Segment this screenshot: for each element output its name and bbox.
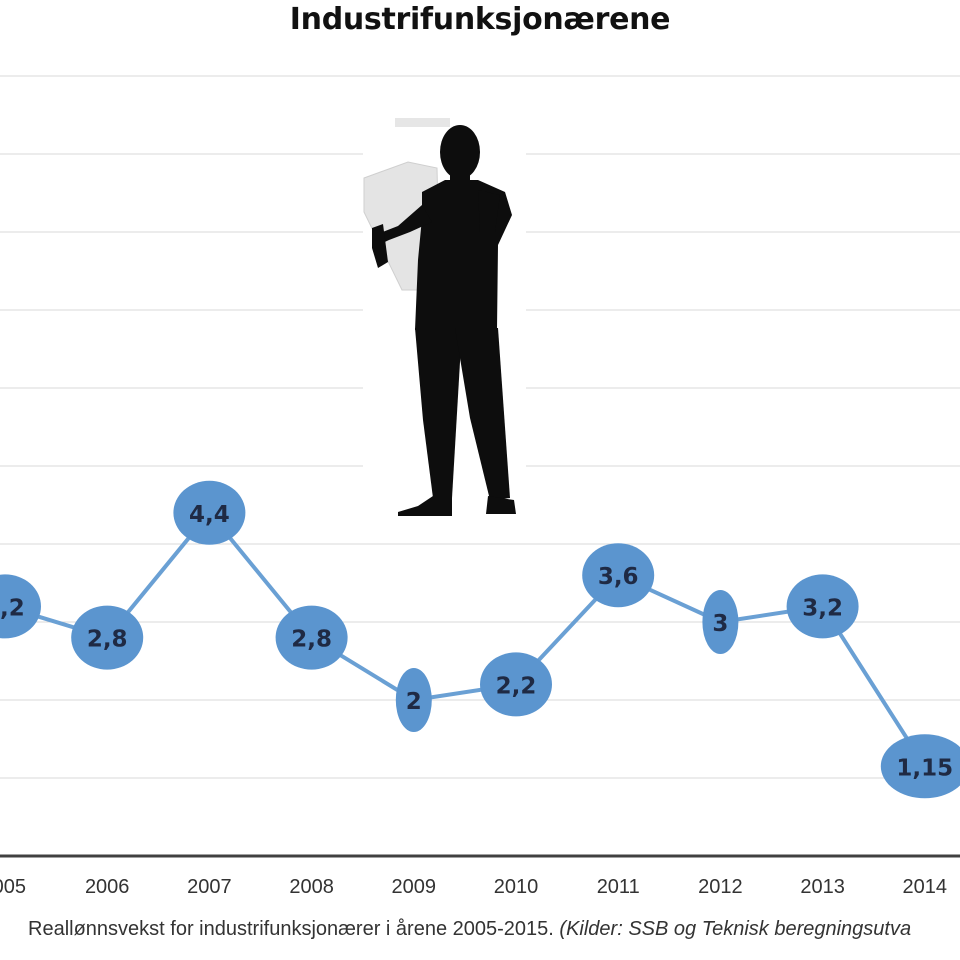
series-line xyxy=(4,510,960,778)
x-tick-label: 2009 xyxy=(392,876,437,898)
data-label: 2,8 xyxy=(291,627,332,653)
data-label: 2,2 xyxy=(496,673,537,699)
data-point-marker xyxy=(71,605,144,670)
data-point: 2,8 xyxy=(71,605,144,670)
data-point-marker xyxy=(880,734,960,799)
x-tick-label: 2006 xyxy=(85,876,130,898)
data-point-marker xyxy=(480,652,552,717)
data-point: 2,2 xyxy=(480,652,552,717)
x-tick-label: 2007 xyxy=(187,876,232,898)
data-point-marker xyxy=(275,605,348,670)
data-label: 2 xyxy=(406,689,422,715)
data-point: 2,8 xyxy=(275,605,348,670)
data-label: 3,6 xyxy=(598,564,639,590)
data-point: 2 xyxy=(395,668,432,732)
data-point-marker xyxy=(582,543,655,608)
data-point: ,2 xyxy=(0,574,41,639)
chart-caption: Reallønnsvekst for industrifunksjonærer … xyxy=(28,918,960,941)
x-tick-label: 005 xyxy=(0,876,26,898)
data-label: 3,2 xyxy=(802,595,843,621)
x-tick-label: 2008 xyxy=(289,876,334,898)
x-tick-label: 2010 xyxy=(494,876,539,898)
data-point: 3 xyxy=(702,590,739,654)
caption-text: Reallønnsvekst for industrifunksjonærer … xyxy=(28,918,554,940)
x-tick-label: 2013 xyxy=(800,876,845,898)
data-point-marker xyxy=(0,574,41,639)
data-label: 1,15 xyxy=(896,755,953,781)
data-markers: ,2 2,8 4,4 2,8 2 2,2 3,6 3 3,2 1,15 xyxy=(0,480,960,799)
data-point-marker xyxy=(786,574,859,639)
data-point-marker xyxy=(173,480,246,545)
caption-source: (Kilder: SSB og Teknisk beregningsutva xyxy=(559,918,912,940)
data-point: 4,4 xyxy=(173,480,246,545)
data-point-marker xyxy=(395,668,432,732)
man-reading-newspaper-image xyxy=(363,118,526,518)
data-point-marker xyxy=(702,590,739,654)
data-point: 1,15 xyxy=(880,734,960,799)
chart-title: Industrifunksjonærene xyxy=(289,2,671,37)
series-line-path xyxy=(4,510,960,778)
data-label: 3 xyxy=(712,611,728,637)
x-axis-tick-labels: 005 2006 2007 2008 2009 2010 2011 2012 2013 2014 xyxy=(0,876,947,898)
data-label: 4,4 xyxy=(189,502,230,528)
image-top-strip xyxy=(395,118,450,127)
x-tick-label: 2012 xyxy=(698,876,743,898)
x-tick-label: 2011 xyxy=(597,876,640,898)
data-point: 3,6 xyxy=(582,543,655,608)
data-point: 3,2 xyxy=(786,574,859,639)
x-tick-label: 2014 xyxy=(903,876,948,898)
data-label: ,2 xyxy=(0,595,25,621)
person-silhouette-icon xyxy=(372,125,516,516)
data-label: 2,8 xyxy=(87,627,128,653)
